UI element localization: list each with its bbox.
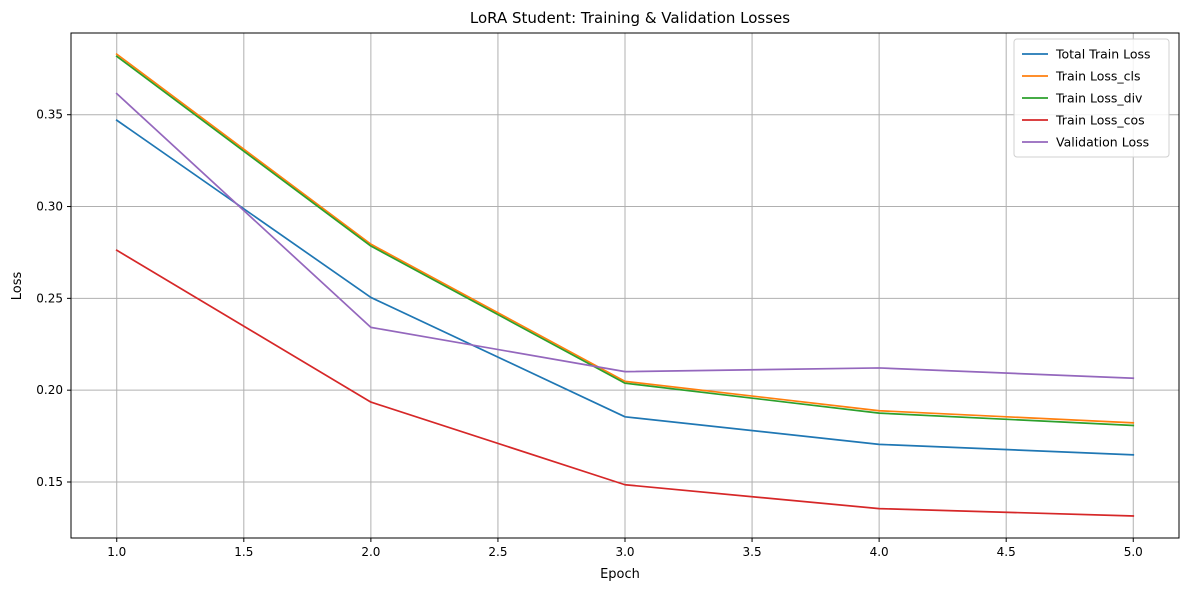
- chart-title: LoRA Student: Training & Validation Loss…: [470, 9, 790, 27]
- x-tick-label: 4.5: [997, 545, 1016, 559]
- x-tick-label: 1.0: [107, 545, 126, 559]
- series-line-train-loss-cos: [115, 249, 1135, 517]
- series-line-train-loss-div: [115, 55, 1135, 427]
- x-tick-label: 2.5: [488, 545, 507, 559]
- x-tick-label: 4.0: [870, 545, 889, 559]
- y-tick-label: 0.35: [36, 108, 63, 122]
- axis-ticks: 1.0 1.5 2.0 2.5 3.0 3.5 4.0 4.5 5.0 0.15 0.20 0.25 0…: [36, 108, 1143, 559]
- y-axis-label: Loss: [10, 272, 25, 301]
- y-tick-label: 0.15: [36, 475, 63, 489]
- legend-box: [1013, 38, 1170, 158]
- legend-entry: Train Loss_div: [1055, 91, 1143, 106]
- legend: Total Train Loss Train Loss_cls Train Loss…: [1013, 38, 1170, 158]
- x-tick-label: 2.0: [361, 545, 380, 559]
- x-axis-label: Epoch: [600, 567, 640, 582]
- legend-entry: Total Train Loss: [1055, 47, 1151, 62]
- series-line-train-loss-cls: [115, 52, 1135, 424]
- x-tick-label: 5.0: [1124, 545, 1143, 559]
- series-lines: [115, 52, 1135, 517]
- y-tick-label: 0.20: [36, 383, 63, 397]
- legend-entry: Train Loss_cls: [1055, 69, 1141, 84]
- legend-entry: Train Loss_cos: [1055, 113, 1145, 128]
- series-line-total-train-loss: [115, 119, 1135, 456]
- grid: [71, 33, 1179, 538]
- x-tick-label: 3.0: [615, 545, 634, 559]
- legend-entry: Validation Loss: [1056, 135, 1149, 150]
- y-tick-label: 0.30: [36, 200, 63, 214]
- series-line-validation-loss: [115, 92, 1135, 380]
- x-tick-label: 1.5: [234, 545, 253, 559]
- x-tick-label: 3.5: [743, 545, 762, 559]
- y-tick-label: 0.25: [36, 291, 63, 305]
